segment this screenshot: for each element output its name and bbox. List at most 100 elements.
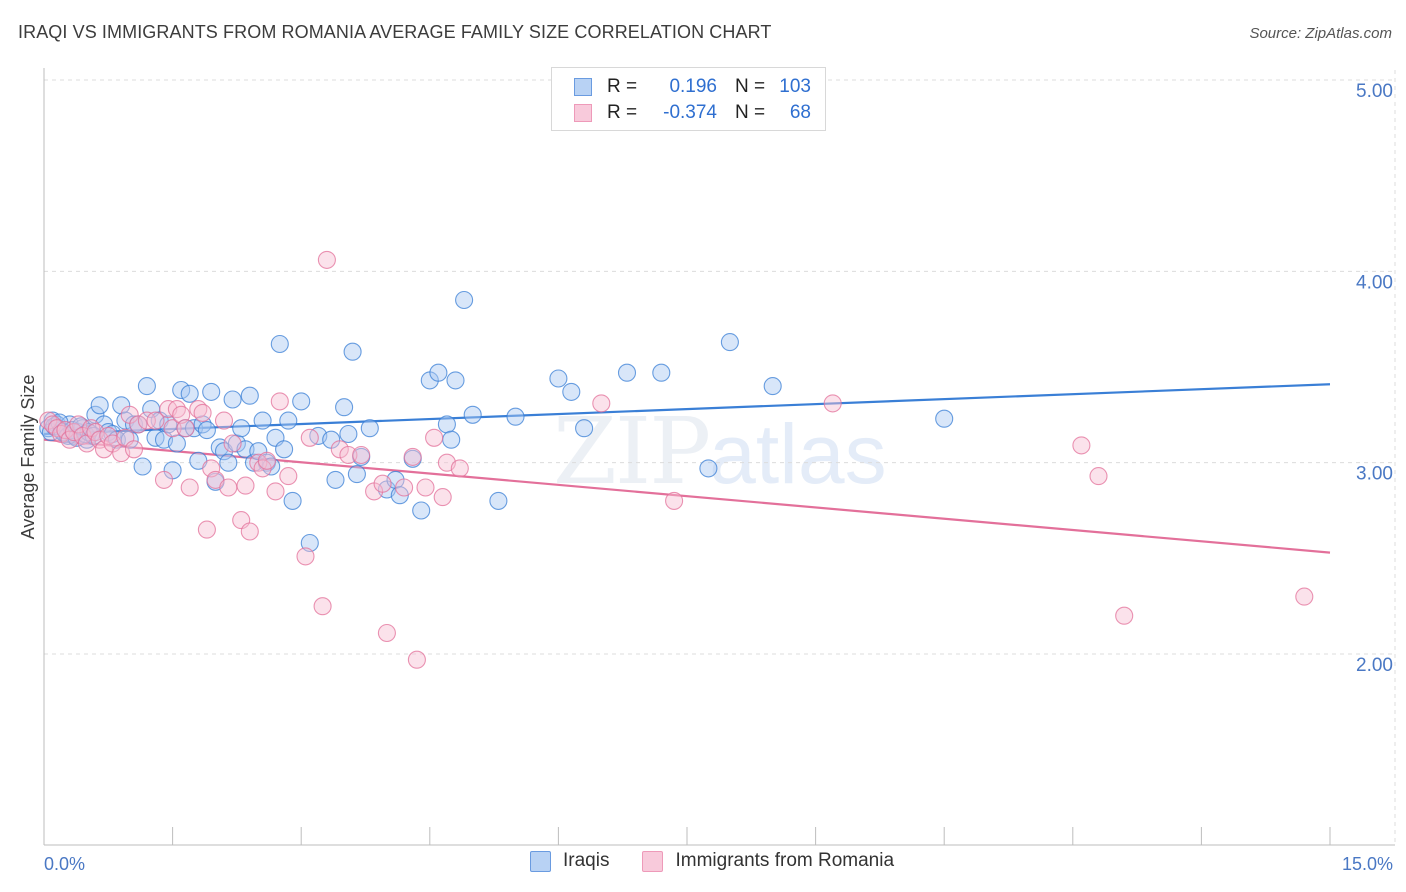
point-romania xyxy=(665,491,684,510)
point-iraqis xyxy=(763,377,782,396)
legend-swatch-romania xyxy=(642,850,664,872)
data-points xyxy=(39,250,1314,669)
legend-r-label: R = xyxy=(607,102,638,123)
legend-swatch-iraqis xyxy=(530,850,551,872)
point-romania xyxy=(416,478,435,497)
legend-item-romania[interactable]: Immigrants from Romania xyxy=(642,850,894,872)
point-iraqis xyxy=(506,407,525,426)
point-romania xyxy=(197,520,216,539)
point-romania xyxy=(1089,467,1108,486)
point-iraqis xyxy=(292,392,311,411)
point-iraqis xyxy=(326,470,345,489)
point-romania xyxy=(180,478,199,497)
point-romania xyxy=(1072,436,1091,455)
point-iraqis xyxy=(343,342,362,361)
point-romania xyxy=(240,522,259,541)
point-iraqis xyxy=(253,411,272,430)
point-romania xyxy=(317,250,336,269)
point-romania xyxy=(172,405,191,424)
legend-swatch-romania xyxy=(574,104,592,122)
point-romania xyxy=(592,394,611,413)
point-iraqis xyxy=(167,434,186,453)
point-iraqis xyxy=(549,369,568,388)
point-iraqis xyxy=(489,491,508,510)
point-iraqis xyxy=(223,390,242,409)
point-romania xyxy=(163,419,182,438)
point-iraqis xyxy=(360,419,379,438)
point-iraqis xyxy=(437,415,456,434)
legend-item-iraqis[interactable]: Iraqis xyxy=(530,850,609,872)
legend-row-iraqis: R = 0.196 N = 103 xyxy=(574,74,811,100)
point-romania xyxy=(823,394,842,413)
point-iraqis xyxy=(283,491,302,510)
legend-n-label: N = xyxy=(735,76,766,97)
series-legend: Iraqis Immigrants from Romania xyxy=(530,850,927,872)
point-romania xyxy=(407,650,426,669)
point-iraqis xyxy=(935,409,954,428)
point-romania xyxy=(403,447,422,466)
point-romania xyxy=(450,459,469,478)
point-iraqis xyxy=(652,363,671,382)
trend-line-romania xyxy=(43,438,1331,554)
tick-labels: 2.00 3.00 4.00 5.00 0.0% 15.0% Average Family … xyxy=(18,81,1393,874)
point-iraqis xyxy=(180,384,199,403)
legend-swatch-iraqis xyxy=(574,78,592,96)
point-iraqis xyxy=(720,333,739,352)
point-romania xyxy=(395,478,414,497)
point-romania xyxy=(176,419,195,438)
point-romania xyxy=(300,428,319,447)
y-tick-label: 3.00 xyxy=(1356,464,1393,485)
point-iraqis xyxy=(240,386,259,405)
x-tick-label-max: 15.0% xyxy=(1342,854,1393,874)
legend-n-label: N = xyxy=(735,102,766,123)
point-iraqis xyxy=(335,398,354,417)
point-romania xyxy=(352,445,371,465)
point-romania xyxy=(270,392,289,411)
point-iraqis xyxy=(617,363,637,382)
point-iraqis xyxy=(219,453,238,472)
point-iraqis xyxy=(442,430,461,449)
point-romania xyxy=(124,440,144,459)
point-iraqis xyxy=(429,363,448,382)
y-axis-label: Average Family Size xyxy=(18,375,38,540)
legend-n-value: 103 xyxy=(779,76,811,97)
x-tick-label-min: 0.0% xyxy=(44,854,85,874)
point-romania xyxy=(223,434,242,453)
point-romania xyxy=(266,482,285,501)
point-romania xyxy=(146,411,165,430)
point-romania xyxy=(236,476,255,495)
legend-label-iraqis: Iraqis xyxy=(563,850,610,871)
point-romania xyxy=(1295,587,1314,606)
point-romania xyxy=(219,478,238,497)
point-romania xyxy=(154,470,174,489)
point-romania xyxy=(214,411,234,430)
point-iraqis xyxy=(575,419,594,438)
point-iraqis xyxy=(279,411,298,430)
point-iraqis xyxy=(137,377,156,396)
point-iraqis xyxy=(90,396,109,415)
point-romania xyxy=(377,623,396,643)
point-iraqis xyxy=(232,419,251,438)
point-romania xyxy=(129,415,148,434)
point-romania xyxy=(279,467,298,486)
point-iraqis xyxy=(339,424,358,444)
point-iraqis xyxy=(133,457,152,476)
y-tick-label: 4.00 xyxy=(1356,272,1393,293)
trend-line-iraqis xyxy=(43,383,1331,436)
point-iraqis xyxy=(172,380,191,400)
point-romania xyxy=(193,403,212,422)
point-romania xyxy=(202,459,221,478)
point-iraqis xyxy=(699,459,718,478)
chart-title: IRAQI VS IMMIGRANTS FROM ROMANIA AVERAGE… xyxy=(18,22,772,42)
legend-row-romania: R = -0.374 N = 68 xyxy=(574,100,811,126)
point-romania xyxy=(1115,606,1134,625)
legend-label-romania: Immigrants from Romania xyxy=(675,850,895,871)
point-romania xyxy=(433,488,452,507)
point-romania xyxy=(373,474,392,493)
point-iraqis xyxy=(446,371,465,390)
point-iraqis xyxy=(197,421,216,440)
point-romania xyxy=(339,445,358,465)
point-iraqis xyxy=(347,465,366,484)
point-romania xyxy=(425,428,444,447)
